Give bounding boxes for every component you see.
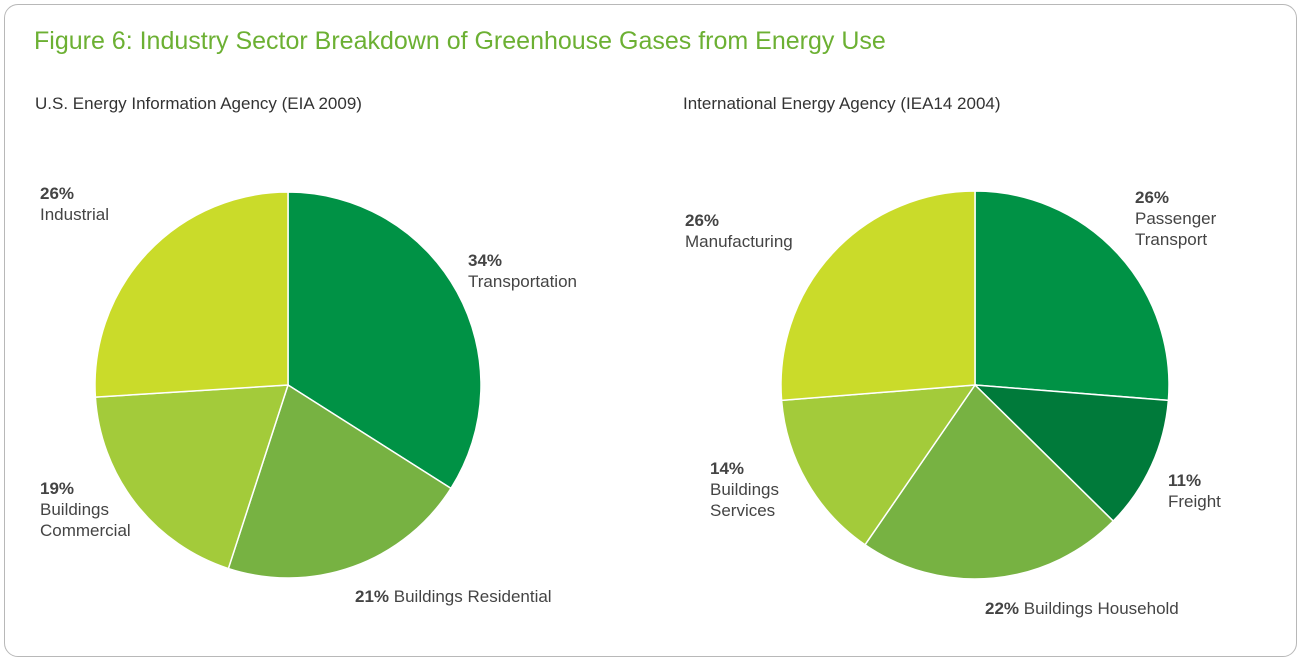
value-label: 34% xyxy=(468,251,503,270)
pie-slice xyxy=(94,191,289,398)
category-label: Transportation xyxy=(468,272,577,291)
value-label: 11% xyxy=(1168,471,1202,490)
value-label: 26% xyxy=(685,211,720,230)
chart-title: International Energy Agency (IEA14 2004) xyxy=(683,94,1001,113)
value-label: 26% xyxy=(1135,188,1170,207)
slice-label: 22% Buildings Household xyxy=(985,598,1179,619)
slice-label: 14% Buildings Services xyxy=(710,458,800,521)
pie-slice xyxy=(287,191,482,490)
pie-slice xyxy=(780,190,976,402)
category-label: Passenger Transport xyxy=(1135,209,1217,249)
category-label: Buildings Household xyxy=(1023,599,1179,618)
value-label: 19% xyxy=(40,479,75,498)
category-label: Buildings Commercial xyxy=(40,500,131,540)
category-label: Industrial xyxy=(40,205,109,224)
pie-slice xyxy=(94,384,290,570)
slice-label: 34% Transportation xyxy=(468,250,628,292)
pie-slice xyxy=(974,190,1170,402)
chart-title: U.S. Energy Information Agency (EIA 2009… xyxy=(35,94,362,113)
frame xyxy=(4,4,1297,657)
value-label: 21% xyxy=(355,587,390,606)
pie-slice xyxy=(973,384,1170,523)
category-label: Freight xyxy=(1168,492,1221,511)
value-label: 22% xyxy=(985,599,1020,618)
slice-label: 21% Buildings Residential xyxy=(355,586,552,607)
pie-slice xyxy=(780,384,977,546)
value-label: 26% xyxy=(40,184,75,203)
slice-label: 19% Buildings Commercial xyxy=(40,478,160,541)
slice-label: 26% Industrial xyxy=(40,183,160,225)
figure-title: Figure 6: Industry Sector Breakdown of G… xyxy=(34,27,886,55)
category-label: Buildings Services xyxy=(710,480,779,520)
slice-label: 26% Passenger Transport xyxy=(1135,187,1245,250)
category-label: Manufacturing xyxy=(685,232,793,251)
pie-slice xyxy=(863,383,1115,580)
slice-label: 26% Manufacturing xyxy=(685,210,825,252)
pie-slice xyxy=(227,383,452,579)
value-label: 14% xyxy=(710,459,745,478)
slice-label: 11% Freight xyxy=(1168,470,1268,512)
category-label: Buildings Residential xyxy=(393,587,552,606)
